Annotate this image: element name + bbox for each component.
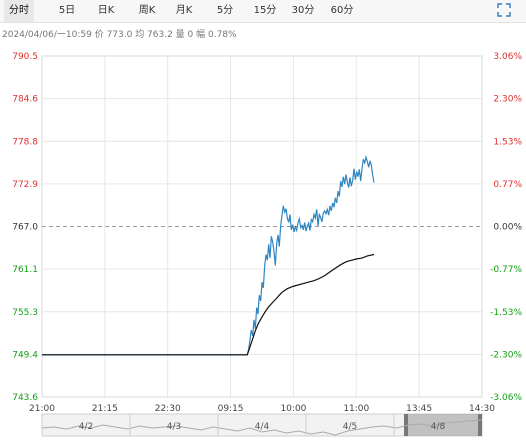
navigator-date-label: 4/8 [431,422,446,432]
y-tick-left: 755.3 [12,308,38,318]
tab-5day[interactable]: 5日 [58,5,76,16]
x-tick-label: 10:00 [280,404,306,414]
plot-border [41,55,483,398]
y-tick-right: 1.53% [493,137,522,147]
x-tick-label: 13:45 [406,404,432,414]
y-tick-right: -0.77% [490,265,522,275]
average-price-line [42,253,375,356]
x-tick-label: 21:00 [29,404,55,414]
y-tick-right: -1.53% [490,308,522,318]
y-tick-left: 790.5 [12,52,38,62]
tab-weekly-k[interactable]: 周K [138,5,156,16]
y-tick-left: 784.6 [12,95,38,105]
price-line [42,154,375,356]
tab-15min[interactable]: 15分 [253,5,277,16]
navigator-date-label: 4/3 [167,422,181,432]
navigator-date-label: 4/5 [343,422,357,432]
navigator-handle-left [404,414,408,436]
navigator-date-label: 4/4 [255,422,270,432]
navigator-trend [41,419,483,436]
navigator-handle-right [478,414,482,436]
y-tick-left: 761.1 [12,265,38,275]
y-tick-left: 743.6 [12,393,38,403]
price-info-bar: 2024/04/06/一10:59 价 773.0 均 763.2 量 0 幅 … [2,30,237,40]
y-tick-right: 0.00% [493,223,522,233]
x-tick-label: 09:15 [218,404,244,414]
y-tick-right: 0.77% [493,180,522,190]
y-tick-left: 772.9 [12,180,38,190]
y-tick-right: 3.06% [493,52,522,62]
x-tick-label: 21:15 [92,404,118,414]
y-tick-left: 767.0 [12,223,38,233]
y-tick-right: -2.30% [490,350,522,360]
y-tick-left: 778.8 [12,137,38,147]
tab-daily-k[interactable]: 日K [97,5,115,16]
y-tick-left: 749.4 [12,350,38,360]
x-tick-label: 22:30 [155,404,181,414]
expand-icon[interactable] [497,3,511,17]
y-tick-right: -3.06% [490,393,522,403]
x-tick-label: 11:00 [343,404,369,414]
navigator-selection [404,414,482,436]
tab-60min[interactable]: 60分 [330,5,354,16]
x-tick-label: 14:30 [469,404,495,414]
tab-monthly-k[interactable]: 月K [175,5,193,16]
tab-timeshare[interactable]: 分时 [4,0,34,22]
navigator-date-label: 4/2 [79,422,93,432]
y-tick-right: 2.30% [493,95,522,105]
tab-30min[interactable]: 30分 [291,5,315,16]
tab-5min[interactable]: 5分 [216,5,234,16]
intraday-chart: 790.5 3.06% 784.6 2.30% 778.8 1.53% 772.9 0.77%… [12,52,522,437]
period-tabs: 分时 5日 日K 周K 月K 5分 15分 30分 60分 [0,0,526,23]
